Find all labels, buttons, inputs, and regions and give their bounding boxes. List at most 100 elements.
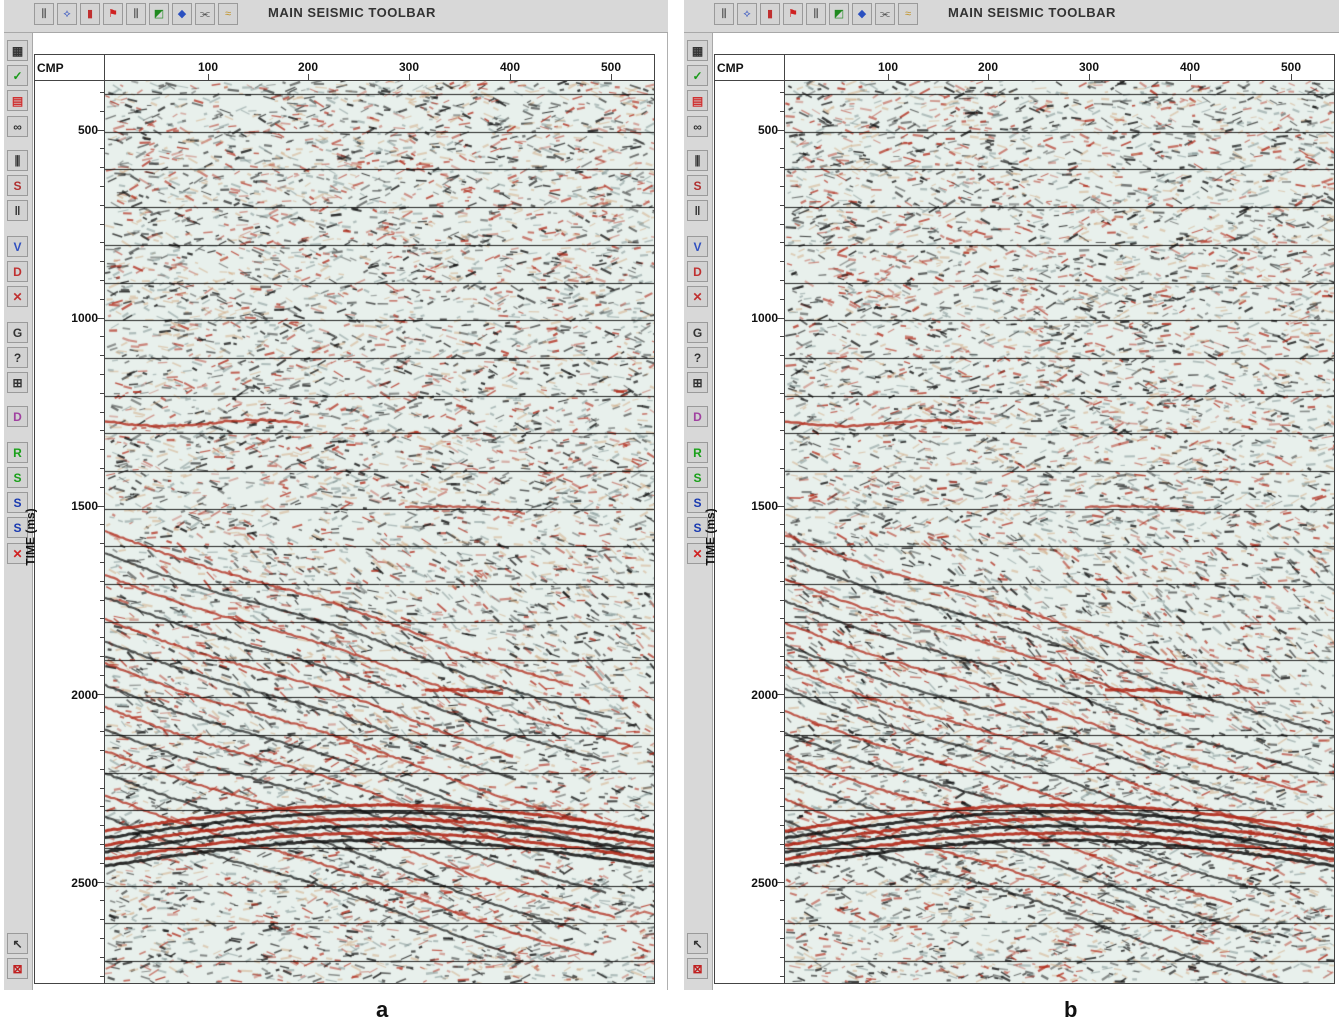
y-tick-mark [100, 92, 104, 93]
traces-icon[interactable]: ⫼ [687, 150, 708, 171]
file-icon[interactable]: ▦ [687, 40, 708, 61]
grid-icon[interactable]: ⊞ [7, 372, 28, 393]
s-plus-icon[interactable]: S [7, 517, 28, 538]
traces-icon[interactable]: ⫼ [806, 3, 826, 25]
pointer-icon[interactable]: ↖ [7, 933, 28, 954]
x-tick-mark [1291, 74, 1292, 80]
seismic-panel-b: ⫼ ⟡ ▮ ⚑ ⫼ ◩ ◆ ⫘ ≈ MAIN SEISMIC TOOLBAR ▦ ✓ ▤ ∞ ⫼ S ‖ V D… [684, 0, 1339, 990]
r-icon[interactable]: R [7, 442, 28, 463]
cancel-icon[interactable]: ✕ [687, 543, 708, 564]
seismic-section[interactable] [785, 81, 1334, 983]
y-tick-mark [100, 487, 104, 488]
map-icon[interactable]: ◆ [172, 3, 192, 25]
velocity-icon[interactable]: V [687, 236, 708, 257]
left-sidebar: ▦ ✓ ▤ ∞ ⫼ S ‖ V D ✕ G? ⊞ D R S S S ✕ ↖ ⊠ [684, 33, 713, 990]
glasses-icon[interactable]: ∞ [687, 116, 708, 137]
flag-icon[interactable]: ⚑ [103, 3, 123, 25]
stack-icon[interactable]: ⫘ [875, 3, 895, 25]
flag-icon[interactable]: ⚑ [783, 3, 803, 25]
x-tick-mark [1190, 74, 1191, 80]
y-tick-mark [100, 148, 104, 149]
gain-icon[interactable]: G [687, 322, 708, 343]
wave-icon[interactable]: ≈ [218, 3, 238, 25]
map-icon[interactable]: ◆ [852, 3, 872, 25]
wiggle-icon[interactable]: ⫼ [34, 3, 54, 25]
y-axis-label: TIME (ms) [23, 508, 38, 566]
y-tick-mark [780, 788, 784, 789]
y-tick-mark [100, 299, 104, 300]
check-icon[interactable]: ✓ [687, 65, 708, 86]
no-display-icon[interactable]: ⊠ [687, 958, 708, 979]
y-tick-mark [780, 487, 784, 488]
palette-icon[interactable]: ▤ [7, 90, 28, 111]
check-icon[interactable]: ✓ [7, 65, 28, 86]
mute-icon[interactable]: ✕ [687, 286, 708, 307]
bar-spectrum-icon[interactable]: ▮ [80, 3, 100, 25]
pick-icon[interactable]: ⟡ [737, 3, 757, 25]
y-tick-mark [100, 111, 104, 112]
axis-separator [104, 54, 105, 984]
no-display-icon[interactable]: ⊠ [7, 958, 28, 979]
cancel-icon[interactable]: ✕ [7, 543, 28, 564]
gather-icon[interactable]: ‖ [687, 200, 708, 221]
palette-icon[interactable]: ▤ [687, 90, 708, 111]
velocity-icon[interactable]: ◩ [829, 3, 849, 25]
wiggle-icon[interactable]: ⫼ [714, 3, 734, 25]
gain-icon[interactable]: G [7, 322, 28, 343]
dx-icon[interactable]: D [7, 406, 28, 427]
query-icon[interactable]: ? [7, 347, 28, 368]
s-minus-icon[interactable]: S [7, 492, 28, 513]
y-tick-mark [100, 788, 104, 789]
y-tick-mark [100, 393, 104, 394]
y-tick-mark [100, 524, 104, 525]
r-icon[interactable]: R [687, 442, 708, 463]
y-tick-mark [780, 675, 784, 676]
bar-spectrum-icon[interactable]: ▮ [760, 3, 780, 25]
y-tick-mark [100, 806, 104, 807]
wave-icon[interactable]: ≈ [898, 3, 918, 25]
y-tick-mark [780, 712, 784, 713]
stack-icon[interactable]: ⫘ [195, 3, 215, 25]
seismic-section[interactable] [105, 81, 654, 983]
y-tick-mark [780, 562, 784, 563]
y-tick-label: 2500 [751, 876, 778, 890]
file-icon[interactable]: ▦ [7, 40, 28, 61]
sort-icon[interactable]: S [687, 175, 708, 196]
x-tick-label: 500 [600, 60, 622, 74]
x-tick-label: 100 [197, 60, 219, 74]
y-tick-mark [100, 581, 104, 582]
decon-icon[interactable]: D [7, 261, 28, 282]
traces-icon[interactable]: ⫼ [7, 150, 28, 171]
y-tick-mark [100, 900, 104, 901]
traces-icon[interactable]: ⫼ [126, 3, 146, 25]
y-tick-mark [780, 430, 784, 431]
velocity-icon[interactable]: V [7, 236, 28, 257]
s-icon[interactable]: S [687, 467, 708, 488]
y-tick-mark [100, 543, 104, 544]
s-icon[interactable]: S [7, 467, 28, 488]
y-tick-label: 1500 [751, 499, 778, 513]
pick-icon[interactable]: ⟡ [57, 3, 77, 25]
dx-icon[interactable]: D [687, 406, 708, 427]
y-tick-mark [100, 412, 104, 413]
y-tick-mark [780, 618, 784, 619]
grid-icon[interactable]: ⊞ [687, 372, 708, 393]
sort-icon[interactable]: S [7, 175, 28, 196]
query-icon[interactable]: ? [687, 347, 708, 368]
x-axis-label: CMP [717, 61, 744, 75]
y-tick-label: 1000 [71, 311, 98, 325]
s-minus-icon[interactable]: S [687, 492, 708, 513]
velocity-icon[interactable]: ◩ [149, 3, 169, 25]
y-tick-mark [780, 449, 784, 450]
y-tick-mark [780, 806, 784, 807]
decon-icon[interactable]: D [687, 261, 708, 282]
gather-icon[interactable]: ‖ [7, 200, 28, 221]
s-plus-icon[interactable]: S [687, 517, 708, 538]
x-tick-mark [409, 74, 410, 80]
pointer-icon[interactable]: ↖ [687, 933, 708, 954]
x-tick-mark [308, 74, 309, 80]
mute-icon[interactable]: ✕ [7, 286, 28, 307]
y-tick-mark [100, 919, 104, 920]
y-tick-mark [780, 919, 784, 920]
glasses-icon[interactable]: ∞ [7, 116, 28, 137]
